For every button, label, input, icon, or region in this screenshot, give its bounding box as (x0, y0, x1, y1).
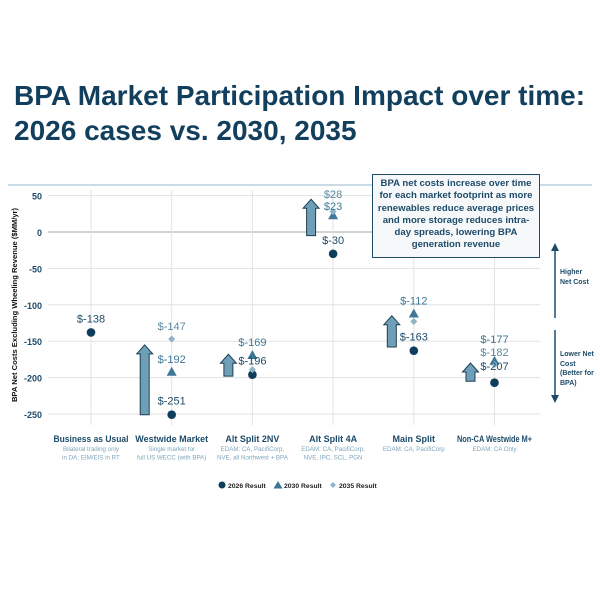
change-arrow (461, 362, 480, 382)
x-category-label: Non-CA Westwide M+ (457, 434, 532, 444)
change-arrow (135, 344, 154, 416)
y-tick-label: -50 (29, 264, 42, 274)
data-label: $-138 (77, 313, 105, 325)
data-label: $-196 (238, 356, 266, 368)
x-category-sublabel: EDAM: CA, PacifiCorp (383, 446, 445, 453)
y-tick-label: 0 (37, 228, 42, 238)
x-category-sublabel: EDAM: CA Only (472, 446, 517, 453)
x-category-label: Business as Usual (54, 434, 129, 444)
y-tick-label: -250 (24, 410, 42, 420)
y-tick-label: -100 (24, 301, 42, 311)
x-category-sublabel: EDAM: CA, PacifiCorp, (221, 446, 285, 453)
marker-2035 (329, 208, 337, 216)
marker-2030 (489, 355, 500, 365)
x-category-sublabel: EDAM: CA, PacifiCorp, (301, 446, 365, 453)
marker-2026 (328, 249, 338, 259)
legend-label: 2026 Result (228, 483, 267, 490)
y-tick-label: -150 (24, 337, 42, 347)
x-category-sublabel: full US WECC (with BPA) (137, 455, 206, 462)
legend-marker-2030 (273, 481, 283, 489)
x-category-sublabel: Single market for (148, 446, 195, 453)
arrow-up-head-icon (551, 243, 559, 251)
x-category-sublabel: Bilateral trading only (63, 446, 120, 453)
data-label: $-147 (158, 321, 186, 333)
y-axis-label: BPA Net Costs Excluding Wheeling Revenue… (10, 207, 19, 402)
data-label: $-182 (480, 347, 508, 359)
marker-2035 (410, 318, 418, 326)
marker-2026 (86, 328, 96, 337)
x-category-sublabel: NVE, IPC, SCL, PGN (304, 455, 363, 462)
marker-2026 (409, 346, 419, 355)
marker-2030 (166, 366, 177, 376)
y-tick-label: 50 (32, 192, 42, 202)
arrow-down-head-icon (551, 395, 559, 403)
change-arrow (382, 314, 401, 348)
change-arrow (301, 198, 321, 237)
legend-label: 2030 Result (284, 483, 323, 490)
marker-2026 (490, 378, 499, 387)
change-arrow (219, 353, 238, 377)
x-category-label: Westwide Market (135, 434, 208, 444)
marker-2026 (248, 370, 257, 379)
title-line-2: 2026 cases vs. 2030, 2035 (14, 115, 357, 146)
data-label: $-251 (158, 396, 186, 408)
data-label: $-30 (322, 235, 344, 247)
x-category-sublabel: NVE, all Northwest + BPA (217, 455, 289, 462)
title-line-1: BPA Market Participation Impact over tim… (14, 80, 585, 111)
legend-marker-2026 (218, 481, 226, 489)
marker-2030 (247, 350, 258, 360)
legend-label: 2035 Result (339, 483, 378, 490)
data-label: $28 (324, 189, 342, 201)
data-label: $-163 (400, 332, 428, 344)
higher-net-cost-label: Higher Net Cost (560, 269, 589, 286)
data-label: $-112 (400, 296, 427, 308)
x-category-label: Alt Split 4A (309, 434, 358, 444)
marker-2035 (168, 335, 176, 343)
marker-2035 (491, 360, 498, 368)
marker-2035 (248, 366, 256, 374)
x-category-sublabel: in DA; EIM/EIS in RT (62, 455, 120, 462)
x-category-label: Alt Split 2NV (225, 434, 279, 444)
x-category-label: Main Split (393, 434, 436, 444)
lower-net-cost-label: Lower Net Cost (Better for BPA) (560, 351, 594, 387)
annotation-box: BPA net costs increase over time for eac… (372, 174, 540, 258)
marker-2030 (408, 308, 419, 318)
data-label: $-169 (238, 337, 266, 349)
data-label: $23 (324, 201, 342, 213)
data-label: $-207 (480, 361, 508, 373)
y-tick-label: -200 (24, 374, 42, 384)
data-label: $-192 (158, 354, 186, 366)
legend-marker-2035 (330, 482, 336, 488)
data-label: $-177 (480, 334, 508, 346)
marker-2026 (167, 410, 176, 420)
